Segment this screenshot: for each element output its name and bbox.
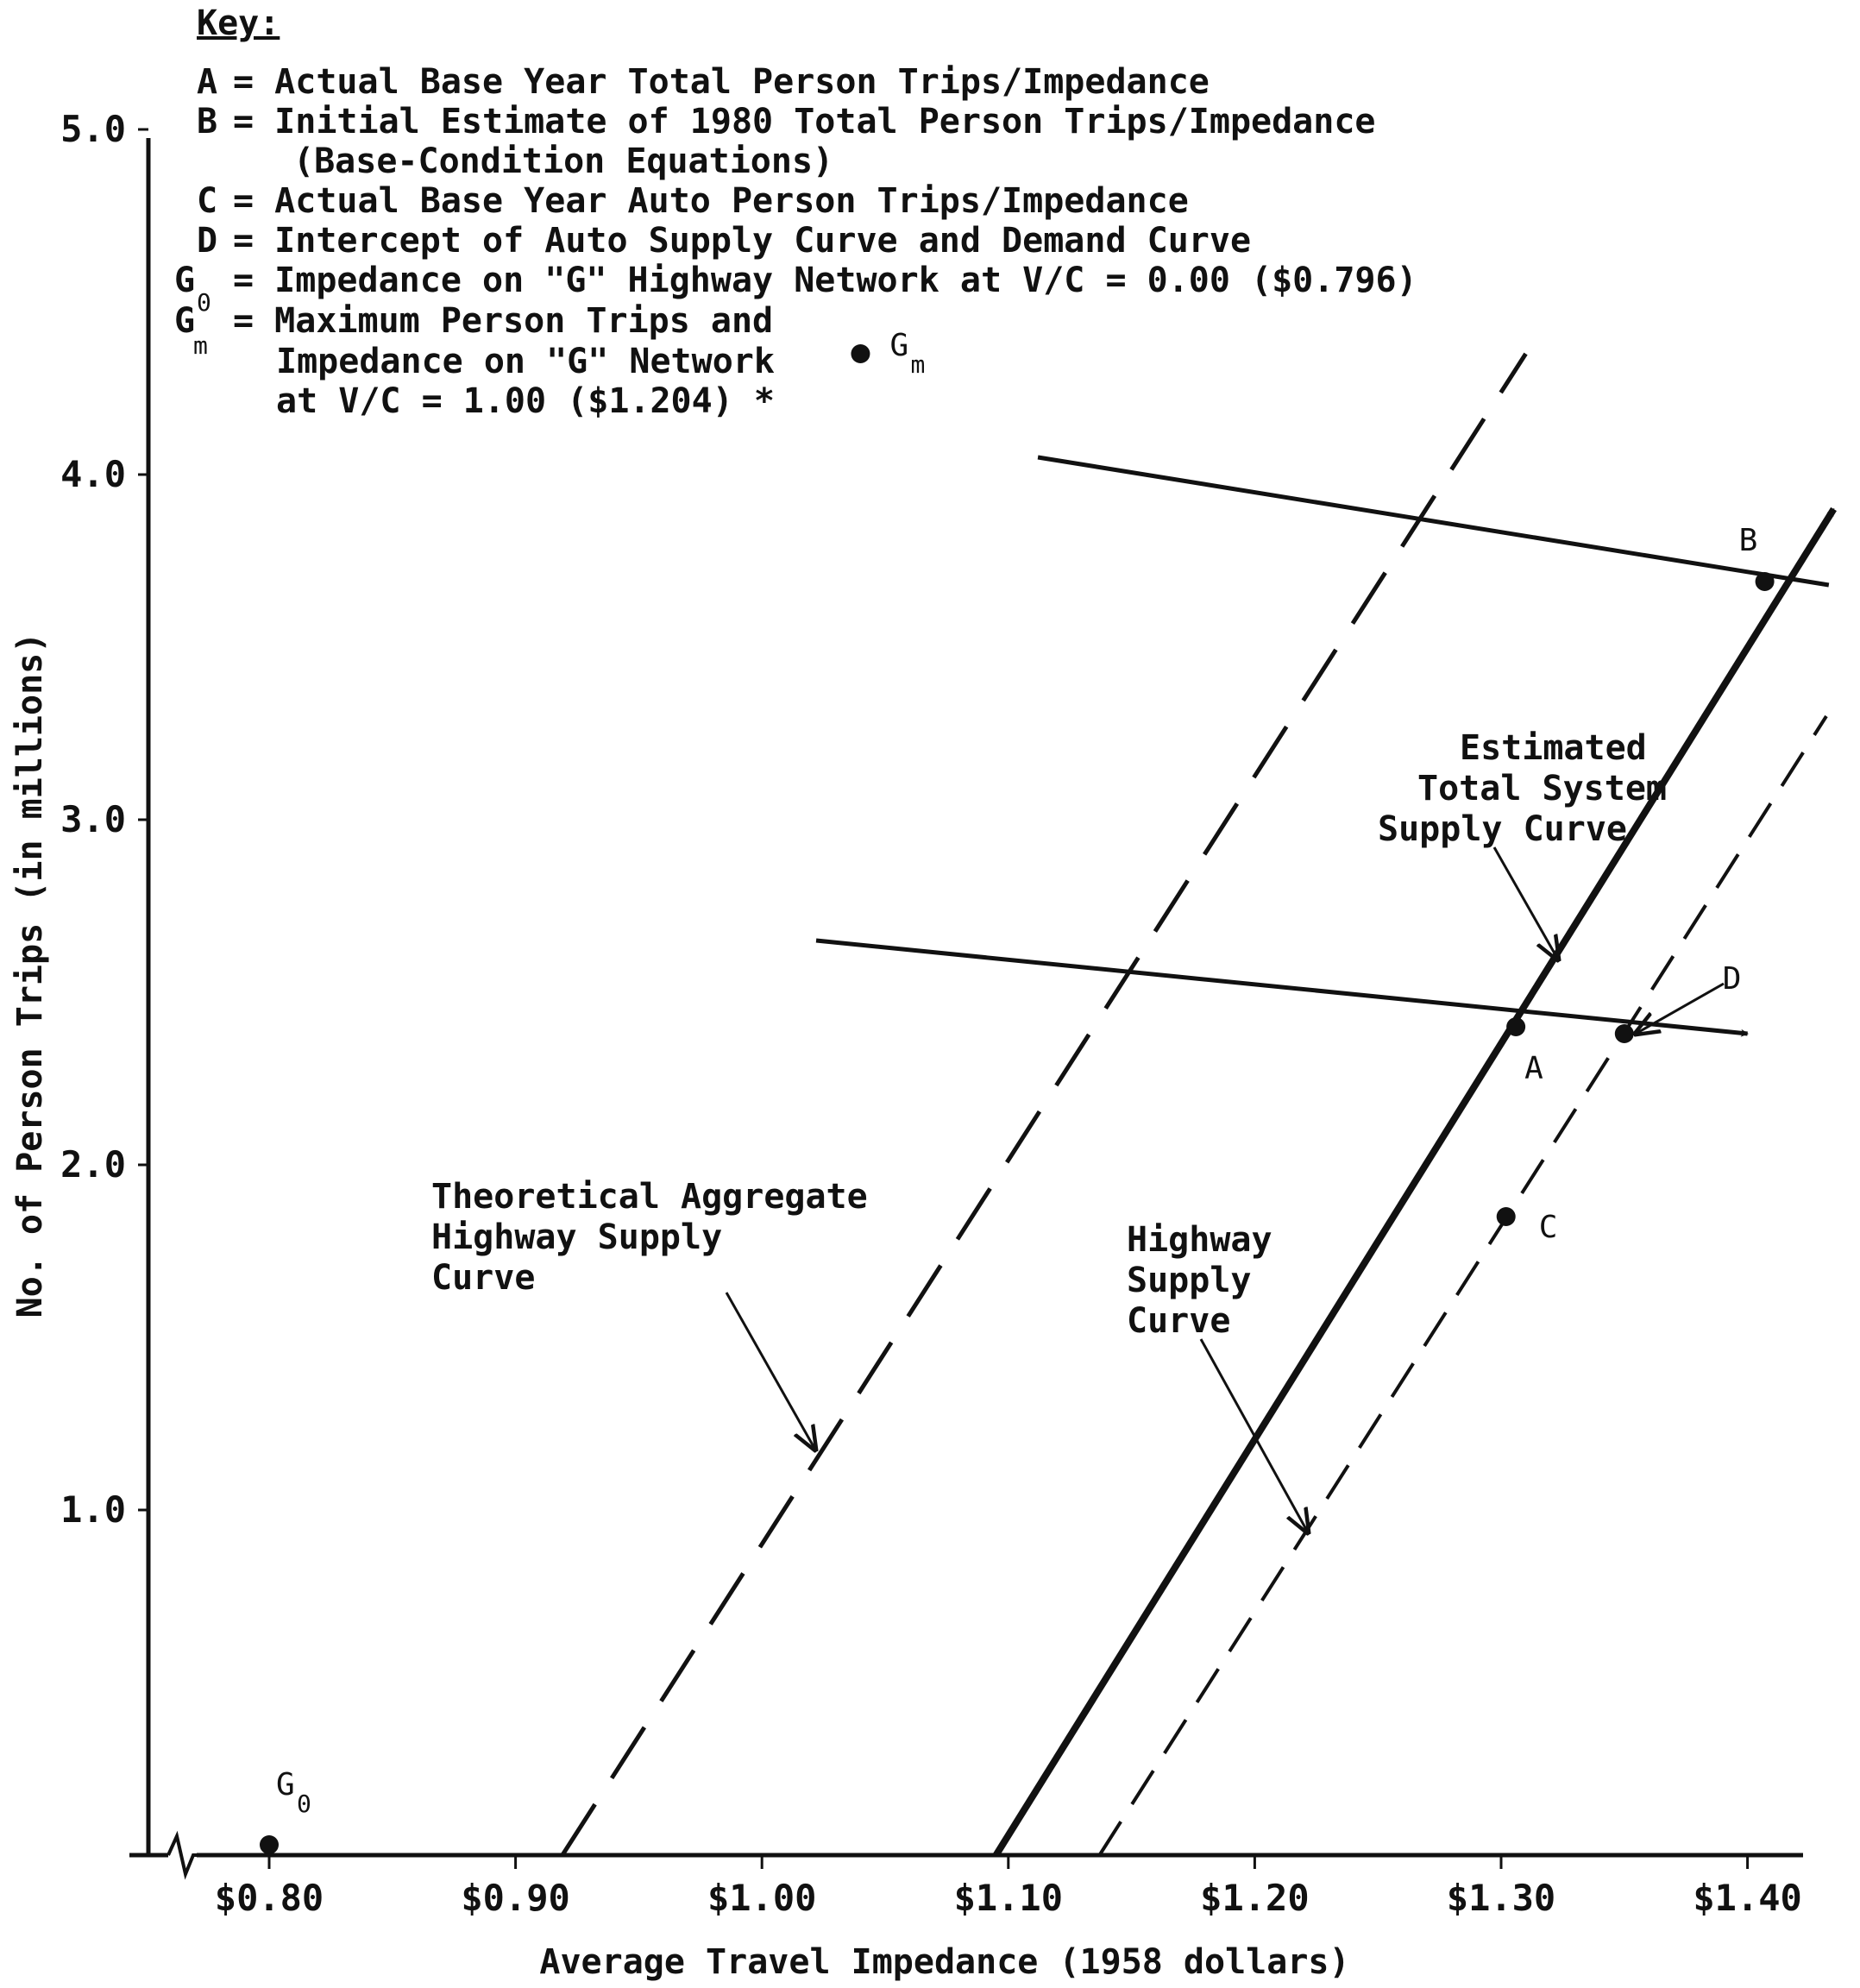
key: Key: A = Actual Base Year Total Person T… [174,3,1417,421]
point-label-g0: G [276,1767,295,1802]
key-symbol-g0: G [174,261,195,300]
point-c [1496,1207,1516,1226]
key-symbol-a: A [197,62,217,102]
key-symbol-gm: G [174,301,195,341]
key-heading: Key: [197,3,280,43]
point-d [1614,1024,1634,1043]
x-tick-label: $1.40 [1693,1877,1801,1919]
key-text-a: = Actual Base Year Total Person Trips/Im… [233,62,1210,102]
key-symbol-d: D [197,221,217,261]
annotation-estimated-line3: Supply Curve [1378,809,1627,849]
y-tick-label: 3.0 [60,798,126,840]
ticks: $0.80 $0.90 $1.00 $1.10 $1.20 $1.30 $1.40 1.0 2.… [60,108,1802,1919]
highway-supply-curve [1097,714,1828,1857]
annotation-estimated-line1: Estimated [1460,728,1647,768]
key-sub-gm: m [193,331,208,360]
annotation-theoretical-line1: Theoretical Aggregate [431,1177,868,1217]
series [560,352,1837,1858]
y-tick-label: 2.0 [60,1143,126,1186]
annotation-estimated-arrow [1492,846,1558,959]
key-text-b-continuation: (Base-Condition Equations) [293,142,833,181]
point-label-sub-g0: 0 [297,1790,311,1818]
point-label-sub-gm: m [910,350,925,379]
point-b [1755,572,1775,591]
y-tick-label: 1.0 [60,1488,126,1531]
x-tick-label: $1.10 [954,1877,1063,1919]
x-tick-label: $1.30 [1447,1877,1555,1919]
point-label-a: A [1524,1051,1543,1086]
annotation-d-arrow [1636,982,1725,1034]
point-a [1506,1017,1526,1036]
point-label-b: B [1739,523,1758,558]
key-text-gm-continuation: Impedance on "G" Network [276,342,775,381]
y-tick-label: 5.0 [60,108,126,150]
annotation-highway-line2: Supply [1127,1261,1252,1300]
axis-break-symbol [167,1830,198,1880]
key-text-gm-continuation2: at V/C = 1.00 ($1.204) * [276,381,775,421]
x-tick-label: $0.90 [461,1877,569,1919]
key-text-b: = Initial Estimate of 1980 Total Person … [233,102,1376,142]
point-g0 [260,1835,279,1854]
key-text-gm: = Maximum Person Trips and [233,301,773,341]
key-symbol-b: B [197,102,217,142]
key-text-d: = Intercept of Auto Supply Curve and Dem… [233,221,1251,261]
x-axis-title: Average Travel Impedance (1958 dollars) [539,1942,1349,1982]
annotation-highway-line3: Curve [1127,1301,1230,1341]
point-gm [851,344,870,363]
annotations: Theoretical Aggregate Highway Supply Cur… [431,728,1725,1532]
point-label-gm: G [889,328,908,363]
theoretical-aggregate-supply-curve [560,352,1528,1857]
annotation-highway-arrow [1199,1338,1308,1532]
demand-curve-upper [1037,455,1830,588]
x-tick-label: $1.00 [707,1877,816,1919]
demand-curve-lower [815,938,1749,1037]
x-tick-label: $0.80 [215,1877,324,1919]
y-axis-title: No. of Person Trips (in millions) [10,632,50,1318]
key-sub-g0: 0 [197,288,211,317]
estimated-total-system-supply-curve [993,506,1837,1858]
annotation-estimated-line2: Total System [1417,769,1667,808]
annotation-theoretical-arrow [725,1292,815,1450]
annotation-theoretical-line3: Curve [431,1258,535,1298]
key-text-g0: = Impedance on "G" Highway Network at V/… [233,261,1417,300]
annotation-theoretical-line2: Highway Supply [431,1217,722,1257]
key-text-c: = Actual Base Year Auto Person Trips/Imp… [233,181,1189,221]
x-tick-label: $1.20 [1200,1877,1309,1919]
annotation-highway-line1: Highway [1127,1220,1272,1260]
y-tick-label: 4.0 [60,453,126,495]
point-label-c: C [1539,1210,1558,1245]
key-symbol-c: C [197,181,217,221]
point-label-d: D [1723,961,1742,997]
